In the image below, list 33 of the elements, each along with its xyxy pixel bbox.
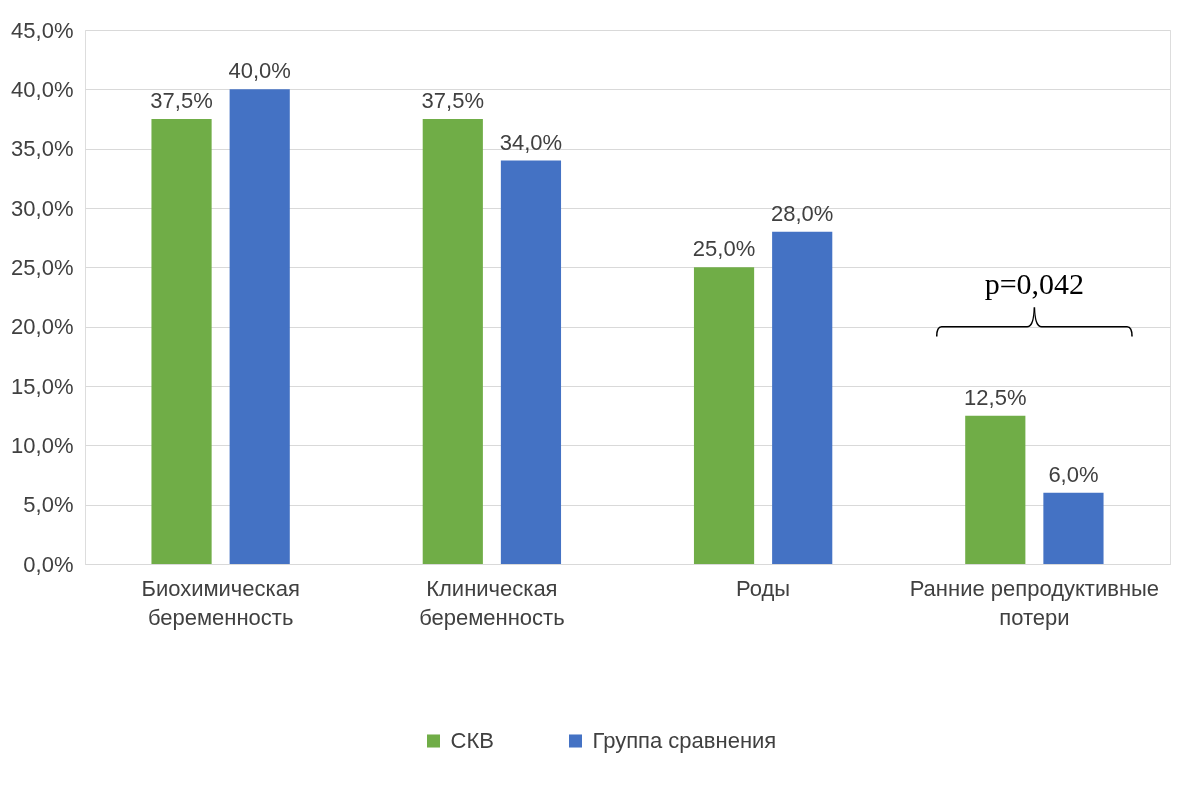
- bar: [500, 160, 562, 564]
- y-tick-label: 30,0%: [11, 195, 74, 221]
- data-label: 28,0%: [771, 200, 834, 226]
- y-tick-label: 10,0%: [11, 432, 74, 458]
- data-label: 37,5%: [150, 88, 213, 113]
- y-tick-label: 45,0%: [11, 17, 74, 43]
- data-label: 25,0%: [692, 236, 756, 262]
- bar: [422, 119, 483, 564]
- legend-label: СКВ: [450, 728, 494, 753]
- legend-label: Группа сравнения: [592, 728, 777, 753]
- data-label: 40,0%: [228, 58, 291, 84]
- bar: [1043, 492, 1104, 564]
- x-tick-label: Клиническая беременность: [419, 575, 565, 630]
- bar: [693, 267, 755, 564]
- y-tick-label: 20,0%: [11, 314, 74, 340]
- y-tick-label: 25,0%: [11, 254, 74, 280]
- x-tick-label: Биохимическая беременность: [141, 575, 300, 630]
- y-tick-label: 5,0%: [23, 492, 74, 518]
- data-label: 12,5%: [964, 384, 1027, 410]
- x-tick-label: Роды: [736, 575, 791, 601]
- bar: [229, 89, 290, 564]
- data-label: 34,0%: [499, 129, 563, 155]
- bar: [965, 415, 1026, 564]
- y-tick-label: 15,0%: [11, 373, 74, 399]
- data-label: 37,5%: [421, 88, 484, 113]
- y-tick-label: 35,0%: [11, 136, 74, 162]
- data-label: 6,0%: [1048, 461, 1099, 487]
- annotation: p=0,042: [984, 266, 1085, 300]
- y-tick-label: 0,0%: [23, 551, 74, 577]
- bar: [772, 231, 833, 564]
- y-tick-label: 40,0%: [11, 76, 74, 102]
- bar: [151, 119, 212, 564]
- x-tick-label: Ранние репродуктивные потери: [909, 575, 1160, 630]
